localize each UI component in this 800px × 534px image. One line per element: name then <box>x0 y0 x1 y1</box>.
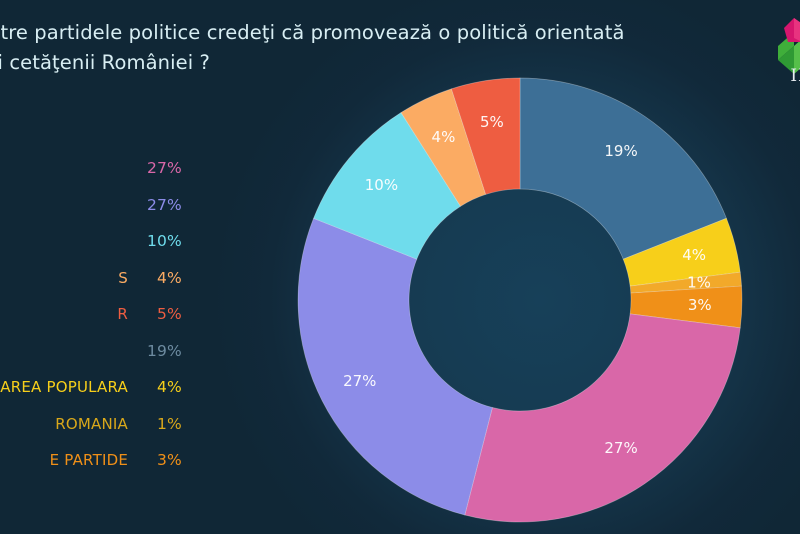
donut-slice[interactable] <box>629 271 742 294</box>
donut-slice[interactable] <box>629 285 743 329</box>
legend-item: 27% <box>0 150 182 187</box>
legend-item-value: 1% <box>157 414 182 433</box>
donut-slice[interactable] <box>622 217 741 287</box>
donut-slice[interactable] <box>313 112 462 260</box>
donut-slice[interactable] <box>519 77 727 260</box>
legend-item: CAREA POPULARA 4% <box>0 369 182 406</box>
chart-legend: 27% 27% 10% S 4% R 5% 19% CAREA POPULARA 4% ROMANI… <box>0 150 182 479</box>
legend-item-label: E PARTIDE <box>49 451 128 470</box>
slice-value-label: 10% <box>365 176 398 194</box>
legend-item-value: 10% <box>146 232 182 251</box>
donut-slice[interactable] <box>297 217 493 516</box>
legend-item-value: 4% <box>157 378 182 397</box>
slice-value-label: 3% <box>688 296 712 314</box>
legend-item: R 5% <box>0 296 182 333</box>
legend-item-value: 4% <box>157 268 182 287</box>
slice-group <box>297 77 743 523</box>
slice-value-label: 1% <box>687 274 711 292</box>
slice-label-group: 19% 4% 1% 3% 27% 27% 10% 4% 5% <box>343 113 712 457</box>
donut-slice[interactable] <box>400 88 487 207</box>
donut-slice[interactable] <box>464 313 741 523</box>
legend-item-value: 5% <box>157 305 182 324</box>
legend-item: 10% <box>0 223 182 260</box>
legend-item-value: 27% <box>146 159 182 178</box>
logo-wordmark: IN <box>790 66 800 86</box>
legend-item: 27% <box>0 187 182 224</box>
slice-value-label: 27% <box>343 372 376 390</box>
donut-slice[interactable] <box>450 77 521 195</box>
legend-item-value: 19% <box>146 341 182 360</box>
legend-item: S 4% <box>0 260 182 297</box>
legend-item-value: 27% <box>146 195 182 214</box>
inscop-logo-icon <box>778 18 800 74</box>
legend-item: ROMANIA 1% <box>0 406 182 443</box>
donut-chart: 19% 4% 1% 3% 27% 27% 10% 4% 5% <box>296 76 744 524</box>
legend-item: 19% <box>0 333 182 370</box>
legend-item: E PARTIDE 3% <box>0 442 182 479</box>
slice-value-label: 5% <box>480 113 504 131</box>
slice-value-label: 19% <box>604 142 637 160</box>
page-title: dintre partidele politice credeţi că pro… <box>0 21 625 74</box>
slice-value-label: 4% <box>432 128 456 146</box>
slice-value-label: 27% <box>604 439 637 457</box>
legend-item-label: S <box>118 268 128 287</box>
legend-item-label: R <box>117 305 128 324</box>
legend-item-label: CAREA POPULARA <box>0 378 128 397</box>
donut-svg: 19% 4% 1% 3% 27% 27% 10% 4% 5% <box>297 77 743 523</box>
legend-item-label: ROMANIA <box>55 414 128 433</box>
legend-item-value: 3% <box>157 451 182 470</box>
slice-value-label: 4% <box>682 246 706 264</box>
